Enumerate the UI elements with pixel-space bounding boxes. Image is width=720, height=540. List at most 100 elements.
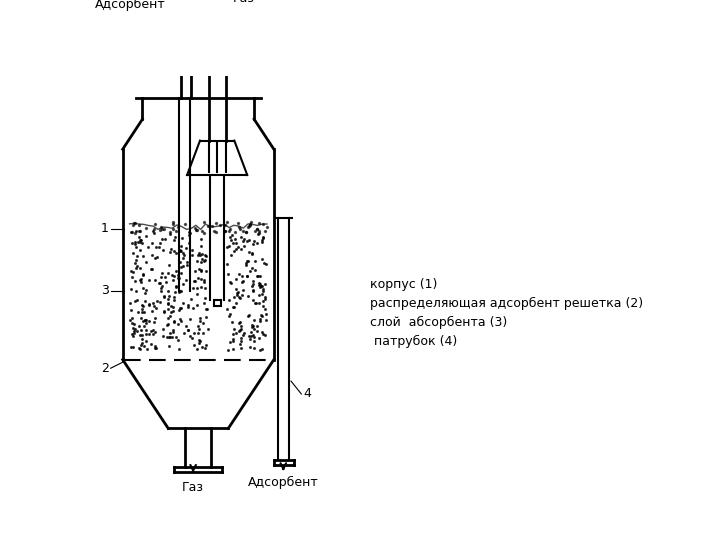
Point	[228, 325, 240, 334]
Point	[244, 343, 256, 352]
Point	[175, 286, 186, 295]
Point	[148, 318, 160, 327]
Point	[257, 301, 269, 310]
Point	[158, 291, 170, 300]
Point	[235, 245, 247, 254]
Point	[167, 326, 179, 334]
Point	[129, 219, 140, 227]
Text: слой  абсорбента (3): слой абсорбента (3)	[370, 316, 508, 329]
Point	[251, 224, 263, 233]
Point	[138, 284, 149, 292]
Point	[157, 324, 168, 333]
Point	[162, 287, 174, 295]
Point	[140, 316, 151, 325]
Point	[210, 228, 222, 237]
Point	[200, 341, 212, 349]
Point	[130, 287, 142, 295]
Point	[244, 220, 256, 229]
Point	[127, 332, 139, 340]
Point	[225, 225, 236, 233]
Point	[137, 339, 148, 347]
Point	[225, 278, 237, 287]
Point	[199, 344, 211, 353]
Point	[254, 282, 266, 291]
Point	[253, 279, 264, 287]
Point	[161, 333, 173, 342]
Point	[186, 251, 198, 259]
Point	[150, 303, 162, 312]
Point	[246, 281, 257, 290]
Point	[233, 327, 245, 336]
Point	[249, 299, 261, 308]
Point	[175, 286, 186, 295]
Point	[126, 314, 138, 323]
Point	[261, 222, 272, 231]
Point	[172, 271, 184, 279]
Point	[158, 225, 170, 234]
Point	[206, 222, 217, 231]
Point	[177, 262, 189, 271]
Text: 4: 4	[303, 388, 311, 401]
Point	[253, 227, 264, 235]
Point	[138, 308, 149, 316]
Point	[233, 319, 245, 328]
Point	[135, 326, 147, 335]
Point	[168, 302, 179, 311]
Point	[226, 231, 238, 239]
Point	[196, 266, 207, 275]
Point	[183, 326, 194, 335]
Point	[240, 228, 252, 237]
Point	[173, 320, 184, 328]
Point	[163, 332, 174, 341]
Point	[246, 321, 258, 329]
Point	[182, 302, 194, 311]
Point	[196, 249, 207, 258]
Point	[143, 317, 155, 326]
Point	[253, 334, 265, 342]
Point	[138, 302, 149, 310]
Point	[135, 264, 146, 272]
Point	[146, 251, 158, 259]
Point	[133, 322, 145, 330]
Point	[183, 228, 194, 237]
Point	[175, 263, 186, 272]
Point	[258, 330, 269, 339]
Point	[238, 234, 250, 243]
Point	[256, 328, 267, 337]
Point	[259, 226, 271, 235]
Point	[156, 286, 167, 295]
Point	[184, 314, 196, 323]
Point	[171, 248, 182, 257]
Point	[158, 292, 169, 301]
Point	[184, 228, 196, 237]
Point	[136, 301, 148, 310]
Point	[193, 265, 204, 274]
Point	[186, 284, 198, 292]
Point	[167, 225, 179, 234]
Point	[141, 345, 153, 353]
Point	[135, 275, 147, 284]
Point	[237, 237, 248, 246]
Point	[237, 286, 248, 294]
Point	[202, 221, 213, 230]
Point	[221, 243, 233, 252]
Point	[260, 309, 271, 318]
Point	[149, 219, 161, 228]
Point	[257, 296, 269, 305]
Point	[196, 275, 207, 284]
Point	[200, 305, 212, 314]
Point	[183, 301, 194, 309]
Point	[255, 310, 266, 319]
Point	[197, 254, 208, 263]
Point	[258, 233, 269, 241]
Point	[163, 305, 174, 313]
Point	[233, 293, 245, 301]
Point	[168, 317, 179, 326]
Point	[164, 333, 176, 341]
Point	[189, 277, 200, 286]
Point	[198, 256, 210, 265]
Point	[250, 257, 261, 266]
Point	[166, 245, 177, 253]
Point	[235, 333, 246, 342]
Point	[146, 239, 158, 247]
